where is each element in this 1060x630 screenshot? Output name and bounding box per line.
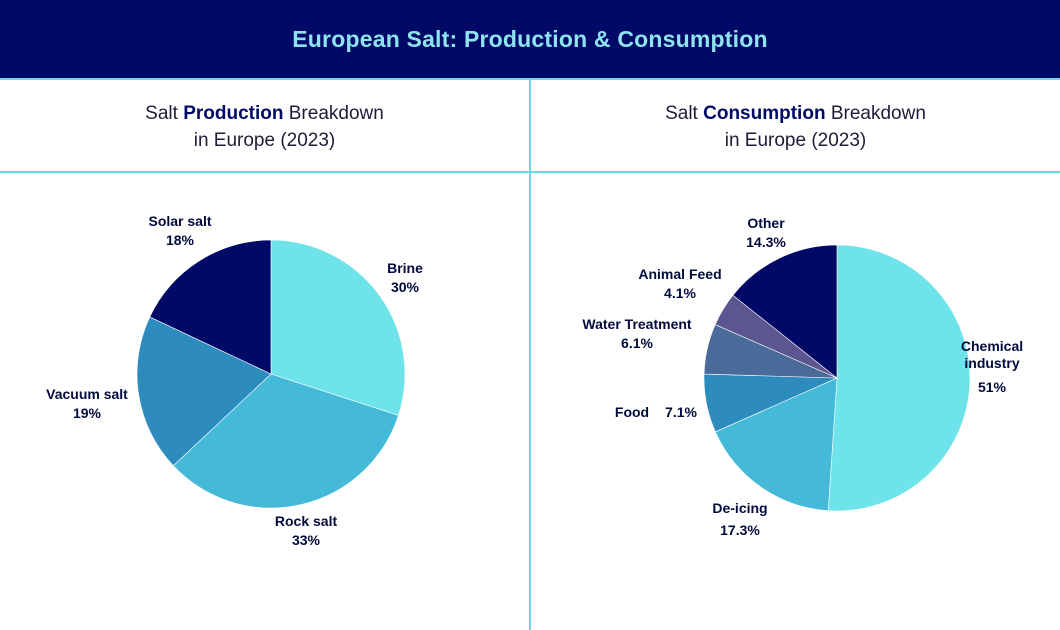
consumption-label-food: Food: [615, 404, 649, 420]
consumption-value-animal-feed: 4.1%: [664, 285, 696, 301]
production-label-rock-salt: Rock salt: [275, 513, 338, 529]
vertical-divider: [529, 80, 531, 630]
consumption-slice-other: [732, 244, 838, 379]
production-label-solar-salt: Solar salt: [148, 213, 211, 229]
consumption-slice-chemical-industry: [827, 244, 971, 512]
consumption-value-other: 14.3%: [746, 234, 786, 250]
consumption-value-de-icing: 17.3%: [720, 522, 760, 538]
production-slice-solar-salt: [149, 239, 272, 375]
production-value-vacuum-salt: 19%: [73, 405, 102, 421]
consumption-slice-de-icing: [714, 377, 838, 512]
production-slice-vacuum-salt: [136, 316, 272, 467]
consumption-label-water-treatment: Water Treatment: [582, 316, 692, 332]
production-title-bold: Production: [183, 103, 284, 124]
page-title: European Salt: Production & Consumption: [292, 25, 768, 52]
production-title-line2: in Europe (2023): [193, 130, 336, 151]
consumption-value-water-treatment: 6.1%: [621, 335, 653, 351]
production-slice-brine: [270, 239, 406, 416]
production-value-rock-salt: 33%: [292, 532, 321, 548]
consumption-label-animal-feed: Animal Feed: [638, 266, 721, 282]
consumption-label-de-icing: De-icing: [712, 500, 767, 516]
production-chart-title: Salt Production Breakdown in Europe (202…: [0, 100, 529, 154]
consumption-title-line2: in Europe (2023): [724, 130, 867, 151]
consumption-chart-title: Salt Consumption Breakdown in Europe (20…: [531, 100, 1060, 154]
production-label-vacuum-salt: Vacuum salt: [46, 386, 128, 402]
production-title-pre: Salt: [145, 103, 184, 124]
production-title-post: Breakdown: [283, 103, 384, 124]
production-value-brine: 30%: [391, 279, 420, 295]
consumption-value-chemical-industry: 51%: [978, 379, 1007, 395]
production-label-brine: Brine: [387, 260, 423, 276]
header-banner: European Salt: Production & Consumption: [0, 0, 1060, 80]
consumption-title-bold: Consumption: [703, 103, 826, 124]
consumption-title-post: Breakdown: [825, 103, 926, 124]
consumption-label-chemical-industry: Chemical industry: [961, 338, 1023, 371]
production-slice-rock-salt: [172, 373, 399, 509]
consumption-label-other: Other: [747, 215, 785, 231]
production-value-solar-salt: 18%: [166, 232, 195, 248]
horizontal-divider: [0, 171, 1060, 173]
consumption-value-food: 7.1%: [665, 404, 697, 420]
consumption-title-pre: Salt: [665, 103, 704, 124]
